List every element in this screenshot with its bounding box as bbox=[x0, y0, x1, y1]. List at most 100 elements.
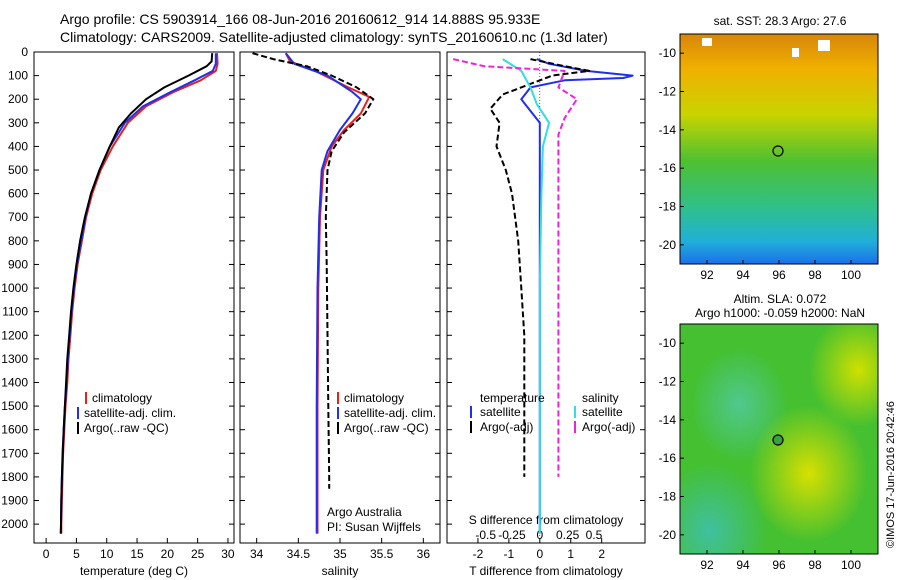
sst-map-land-patch bbox=[702, 38, 712, 46]
sla-map-ytick-label: -12 bbox=[659, 375, 677, 389]
depth-tick-label: 1000 bbox=[1, 281, 28, 295]
imos-stamp: ©IMOS 17-Jun-2016 20:42:46 bbox=[885, 401, 897, 548]
depth-tick-label: 200 bbox=[8, 92, 28, 106]
salinity-plot-frame bbox=[239, 51, 441, 544]
sal-legend-sat: satellite-adj. clim. bbox=[344, 406, 436, 420]
sst-map-xtick-label: 96 bbox=[772, 268, 786, 282]
temperature-xtick-label: 5 bbox=[73, 547, 80, 561]
s-diff-tick-label: 0 bbox=[536, 528, 543, 542]
diff-legend-sat-s: satellite bbox=[582, 405, 623, 419]
sst-map-xtick-label: 100 bbox=[841, 268, 861, 282]
temperature-panel: 0 5 10 15 20 25 300100200300400500600700800900… bbox=[1, 45, 235, 578]
depth-tick-label: 400 bbox=[8, 139, 28, 153]
differences-series-1 bbox=[489, 58, 591, 477]
sst-map-ytick-label: -20 bbox=[659, 238, 677, 252]
sst-map-title: sat. SST: 28.3 Argo: 27.6 bbox=[714, 14, 847, 28]
depth-tick-label: 300 bbox=[8, 116, 28, 130]
temp-legend-clim: climatology bbox=[92, 391, 152, 405]
sst-map-ytick-label: -10 bbox=[659, 46, 677, 60]
depth-tick-label: 1500 bbox=[1, 399, 28, 413]
sst-map-ytick-label: -14 bbox=[659, 123, 677, 137]
sla-map-xtick-label: 98 bbox=[808, 558, 822, 572]
differences-xtick-label: -2 bbox=[473, 547, 484, 561]
temperature-series-2 bbox=[59, 53, 214, 534]
sst-map-xtick-label: 92 bbox=[700, 268, 714, 282]
differences-xtick-label: 0 bbox=[536, 547, 543, 561]
salinity-xtick-label: 35.5 bbox=[370, 547, 394, 561]
sst-map-xtick-label: 94 bbox=[736, 268, 750, 282]
depth-tick-label: 800 bbox=[8, 234, 28, 248]
s-diff-tick-label: 0.25 bbox=[556, 528, 580, 542]
s-diff-tick-label: -0.5 bbox=[475, 528, 496, 542]
sla-map-xtick-label: 94 bbox=[736, 558, 750, 572]
salinity-panel: 34 34.5 35 35.5 36 salinity bbox=[239, 51, 441, 578]
temperature-xtick-label: 0 bbox=[43, 547, 50, 561]
depth-tick-label: 500 bbox=[8, 163, 28, 177]
diff-legend-sat-t: satellite bbox=[480, 405, 521, 419]
sal-legend-argo: Argo(..raw -QC) bbox=[344, 421, 429, 435]
sla-map-ytick-label: -18 bbox=[659, 490, 677, 504]
differences-series-3 bbox=[452, 58, 578, 477]
temperature-xtick-label: 25 bbox=[191, 547, 205, 561]
diff-legend-argo-s: Argo(-adj) bbox=[582, 420, 635, 434]
temperature-xlabel: temperature (deg C) bbox=[80, 564, 188, 578]
sla-map-xtick-label: 100 bbox=[841, 558, 861, 572]
differences-xtick-label: -1 bbox=[504, 547, 515, 561]
s-diff-tick-label: 0.5 bbox=[586, 528, 603, 542]
sla-map-panel: Altim. SLA: 0.072 Argo h1000: -0.059 h20… bbox=[659, 292, 879, 572]
figure-title-line1: Argo profile: CS 5903914_166 08-Jun-2016… bbox=[60, 11, 540, 27]
sla-map-ytick-label: -10 bbox=[659, 336, 677, 350]
s-diff-tick-label: -0.25 bbox=[498, 528, 526, 542]
temperature-xtick-label: 20 bbox=[161, 547, 175, 561]
sst-map-argo-marker bbox=[772, 145, 784, 157]
depth-tick-label: 1300 bbox=[1, 352, 28, 366]
s-diff-xlabel: S difference from climatology bbox=[469, 513, 624, 527]
sst-map-xtick-label: 98 bbox=[808, 268, 822, 282]
sla-map-ytick-label: -14 bbox=[659, 413, 677, 427]
depth-tick-label: 1600 bbox=[1, 423, 28, 437]
salinity-series-1 bbox=[285, 52, 362, 534]
sla-map-ytick-label: -16 bbox=[659, 451, 677, 465]
diff-legend-temp-title: temperature bbox=[480, 391, 545, 405]
depth-tick-label: 1700 bbox=[1, 446, 28, 460]
sla-map-ytick-label: -20 bbox=[659, 528, 677, 542]
differences-xlabel: T difference from climatology bbox=[469, 564, 623, 578]
temperature-xtick-label: 30 bbox=[221, 547, 235, 561]
salinity-xtick-label: 36 bbox=[417, 547, 431, 561]
depth-tick-label: 0 bbox=[21, 45, 28, 59]
sla-map-subtitle: Argo h1000: -0.059 h2000: NaN bbox=[695, 306, 865, 320]
sst-map-field bbox=[680, 34, 878, 264]
salinity-xtick-label: 34 bbox=[250, 547, 264, 561]
diff-legend-sal-title: salinity bbox=[582, 391, 619, 405]
sal-annotation-1: Argo Australia bbox=[327, 505, 402, 519]
sst-map-ytick-label: -12 bbox=[659, 85, 677, 99]
depth-tick-label: 600 bbox=[8, 187, 28, 201]
sst-map-land-patch-2 bbox=[818, 40, 830, 51]
depth-tick-label: 1800 bbox=[1, 470, 28, 484]
differences-plot-frame bbox=[446, 51, 646, 544]
temperature-xtick-label: 15 bbox=[130, 547, 144, 561]
temperature-plot-frame bbox=[33, 51, 235, 544]
salinity-legend: climatology satellite-adj. clim. Argo(..… bbox=[327, 391, 436, 534]
sla-map-argo-marker bbox=[772, 434, 784, 446]
temp-legend-sat: satellite-adj. clim. bbox=[84, 406, 176, 420]
difference-legend: temperature satellite Argo(-adj) salinit… bbox=[470, 391, 635, 434]
difference-panel: -2 -1 0 1 2 T difference from climatology S di… bbox=[446, 51, 646, 578]
temp-legend-argo: Argo(..raw -QC) bbox=[84, 421, 169, 435]
salinity-xlabel: salinity bbox=[322, 564, 359, 578]
salinity-xtick-label: 34.5 bbox=[287, 547, 311, 561]
temperature-legend: climatology satellite-adj. clim. Argo(..… bbox=[77, 391, 176, 435]
depth-tick-label: 700 bbox=[8, 210, 28, 224]
sla-map-xtick-label: 96 bbox=[772, 558, 786, 572]
sst-map-ytick-label: -18 bbox=[659, 200, 677, 214]
sst-map-land-patch-3 bbox=[792, 48, 799, 57]
sla-map-xtick-label: 92 bbox=[700, 558, 714, 572]
sal-annotation-2: PI: Susan Wijffels bbox=[327, 520, 421, 534]
differences-xtick-label: 2 bbox=[598, 547, 605, 561]
depth-tick-label: 1100 bbox=[2, 305, 28, 319]
differences-series-2 bbox=[502, 58, 551, 534]
differences-xtick-label: 1 bbox=[567, 547, 574, 561]
sla-map-title: Altim. SLA: 0.072 bbox=[734, 292, 827, 306]
depth-tick-label: 100 bbox=[8, 69, 28, 83]
